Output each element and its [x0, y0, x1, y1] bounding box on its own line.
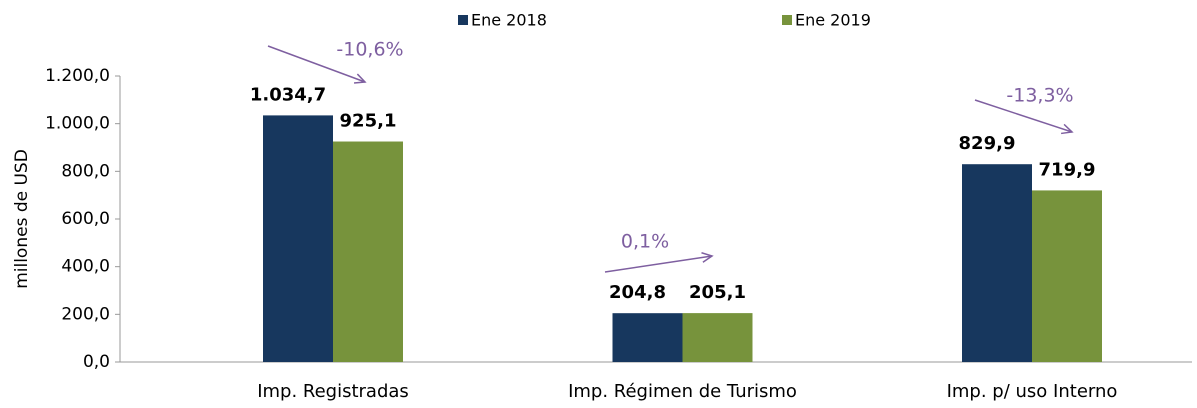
bar	[612, 313, 683, 362]
value-label: 1.034,7	[250, 84, 326, 105]
y-tick-label: 400,0	[61, 257, 110, 277]
bar	[333, 141, 403, 362]
y-axis-label: millones de USD	[12, 149, 32, 289]
bar	[1032, 190, 1102, 362]
value-label: 204,8	[609, 282, 666, 303]
y-tick-label: 800,0	[61, 161, 110, 181]
legend-swatch	[458, 15, 468, 25]
annotation-arrowhead	[701, 252, 714, 263]
annotation-arrowhead	[353, 73, 367, 84]
x-tick-label: Imp. p/ uso Interno	[947, 381, 1118, 402]
annotation: 0,1%	[621, 231, 669, 253]
legend-label: Ene 2019	[795, 11, 871, 30]
annotation-arrow	[604, 255, 713, 273]
bar	[263, 115, 333, 362]
value-label: 829,9	[959, 133, 1016, 154]
legend-label: Ene 2018	[471, 11, 547, 30]
legend-swatch	[782, 15, 792, 25]
value-label: 719,9	[1039, 159, 1096, 180]
x-tick-label: Imp. Régimen de Turismo	[568, 381, 797, 402]
x-tick-label: Imp. Registradas	[257, 381, 409, 402]
annotation: -13,3%	[1006, 85, 1073, 107]
bar	[962, 164, 1032, 362]
value-label: 205,1	[689, 282, 746, 303]
y-tick-label: 1.000,0	[45, 114, 110, 134]
annotation: -10,6%	[336, 39, 403, 61]
y-tick-label: 200,0	[61, 304, 110, 324]
y-tick-label: 600,0	[61, 209, 110, 229]
annotation-arrow	[267, 45, 366, 83]
bar	[682, 313, 753, 362]
annotation-arrowhead	[1060, 123, 1074, 135]
value-label: 925,1	[340, 111, 397, 132]
y-tick-label: 0,0	[83, 352, 110, 372]
y-tick-label: 1.200,0	[45, 66, 110, 86]
annotation-arrow	[974, 99, 1073, 133]
